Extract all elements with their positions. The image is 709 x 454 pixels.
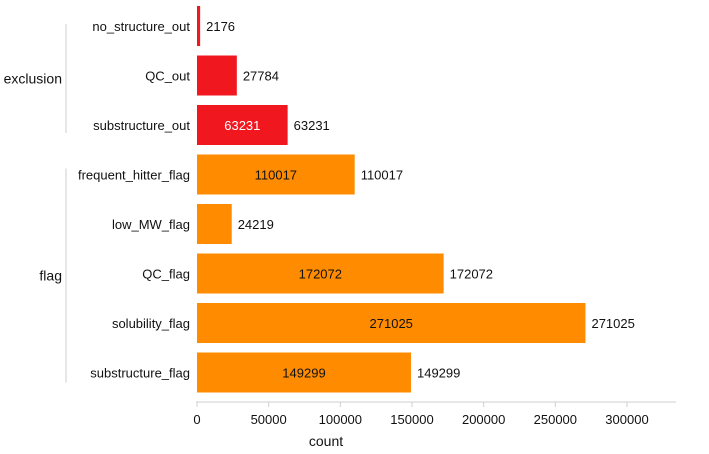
group-label: flag — [39, 268, 62, 284]
inside-value-label: 172072 — [299, 267, 342, 282]
category-label: no_structure_out — [92, 19, 190, 34]
bar — [197, 55, 237, 96]
category-label: frequent_hitter_flag — [78, 168, 190, 183]
value-label: 172072 — [450, 267, 493, 282]
category-label: substructure_flag — [90, 366, 190, 381]
category-label: QC_flag — [142, 267, 190, 282]
category-label: solubility_flag — [112, 316, 190, 331]
value-label: 27784 — [243, 69, 279, 84]
value-label: 149299 — [417, 366, 460, 381]
inside-value-label: 63231 — [224, 118, 260, 133]
x-tick-label: 250000 — [534, 412, 577, 427]
value-label: 271025 — [591, 316, 634, 331]
x-tick-label: 100000 — [319, 412, 362, 427]
value-label: 24219 — [238, 217, 274, 232]
bar — [197, 154, 355, 195]
x-tick-label: 50000 — [251, 412, 287, 427]
group-label: exclusion — [4, 71, 62, 87]
x-axis: 0 50000 100000 150000 200000 250000 300000 — [193, 401, 676, 427]
value-label: 2176 — [206, 19, 235, 34]
inside-value-label: 149299 — [282, 366, 325, 381]
category-label: substructure_out — [93, 118, 190, 133]
value-label: 63231 — [294, 118, 330, 133]
bar — [197, 204, 232, 244]
category-label: QC_out — [145, 69, 190, 84]
category-label: low_MW_flag — [112, 217, 190, 232]
x-axis-label: count — [309, 433, 343, 449]
bar — [197, 105, 288, 145]
x-tick-label: 0 — [193, 412, 200, 427]
bar — [197, 253, 444, 294]
inside-value-label: 271025 — [370, 316, 413, 331]
bar — [197, 352, 411, 393]
inside-value-label: 110017 — [255, 168, 297, 183]
bar — [197, 303, 586, 343]
x-tick-label: 300000 — [605, 412, 648, 427]
bar — [197, 6, 201, 46]
x-tick-label: 150000 — [390, 412, 433, 427]
chart-bars — [65, 6, 586, 393]
x-tick-label: 200000 — [462, 412, 505, 427]
value-label: 110017 — [361, 168, 403, 183]
